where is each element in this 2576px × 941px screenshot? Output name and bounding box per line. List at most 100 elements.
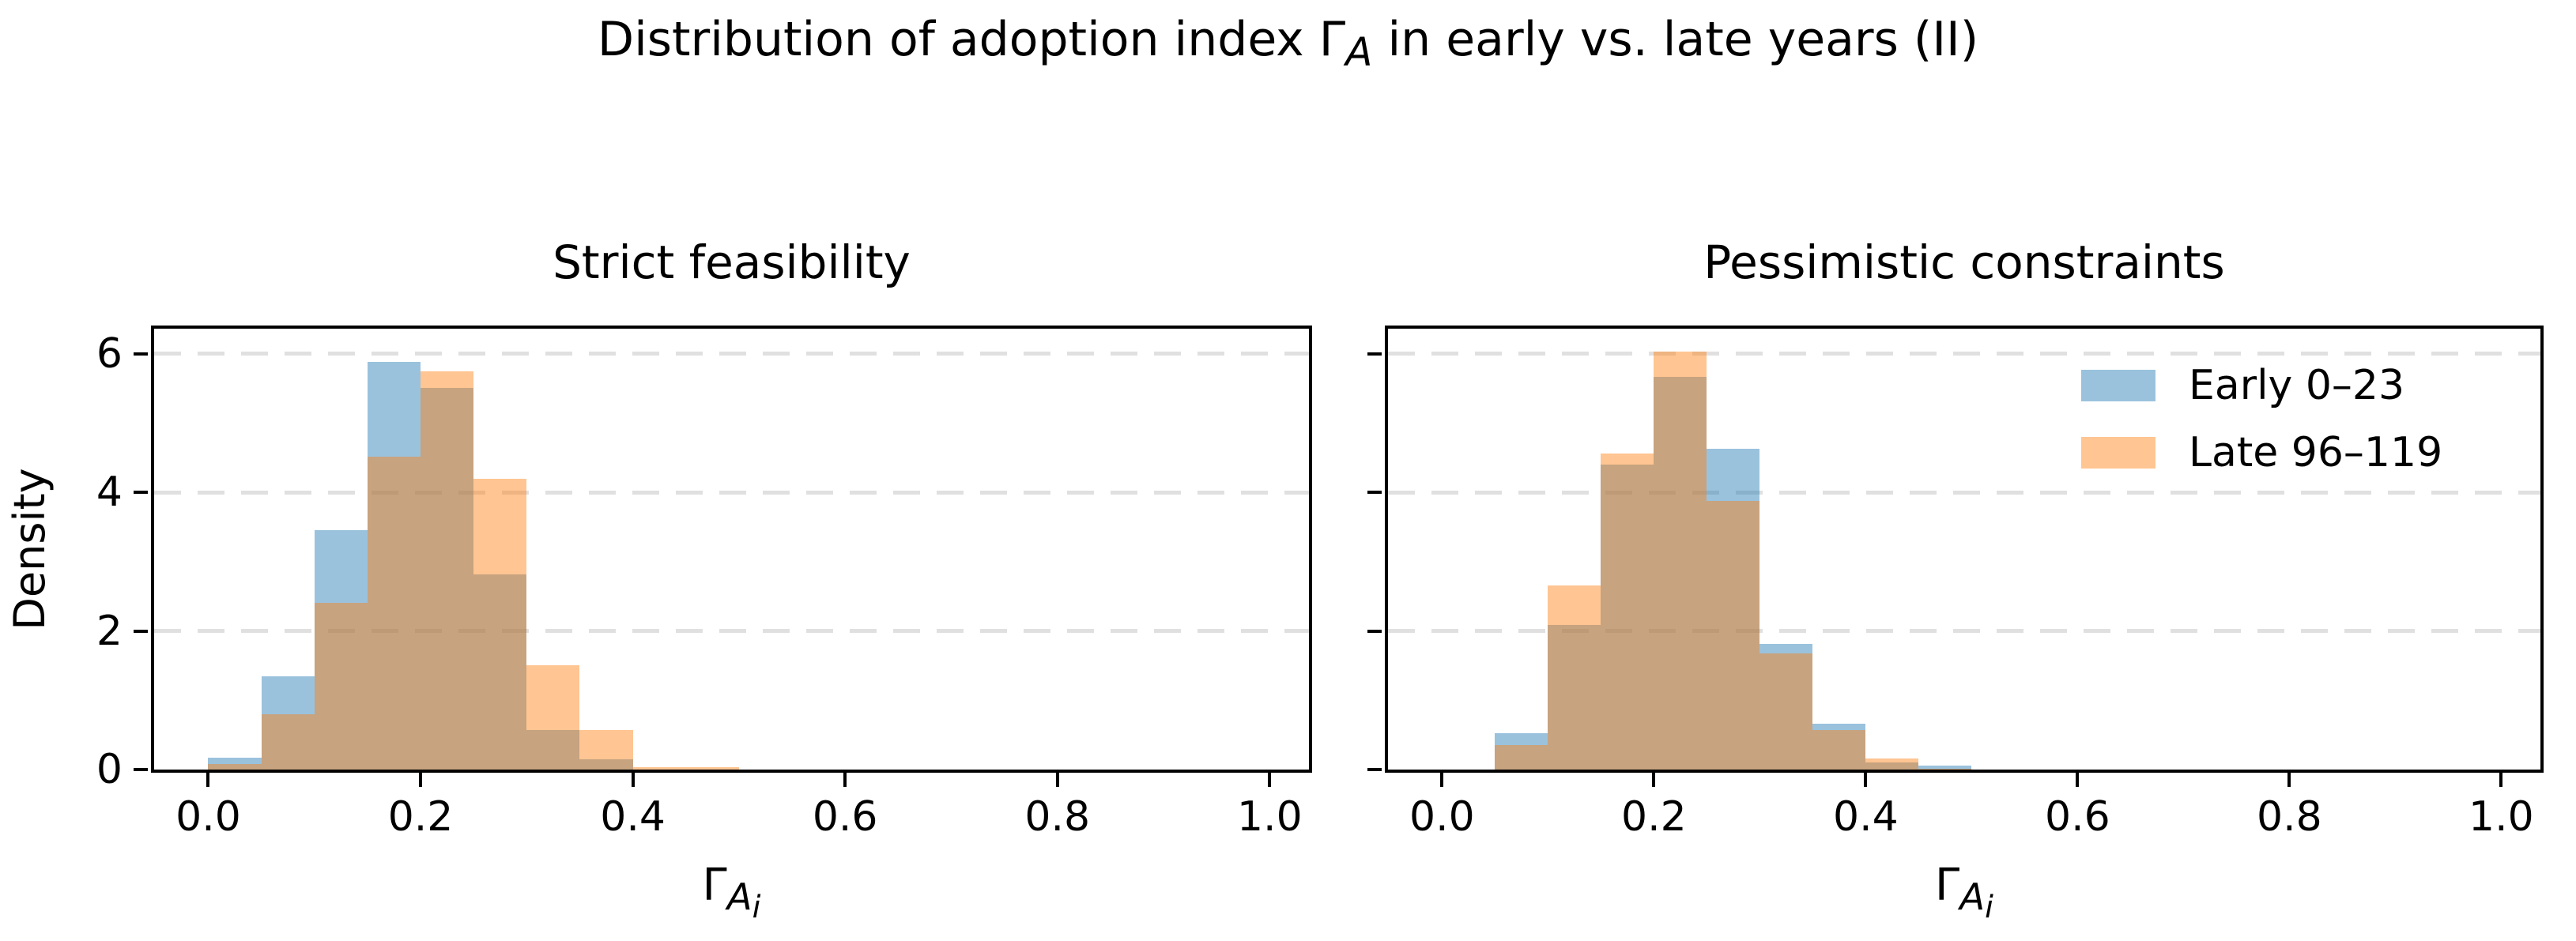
bar-late-bin1 <box>261 713 315 770</box>
bar-early-bin2 <box>1548 624 1601 770</box>
x-tick-label-0.0: 0.0 <box>175 793 241 841</box>
bar-early-bin6 <box>526 730 580 770</box>
x-label-gamma: Γ <box>702 860 727 911</box>
x-tick-label-0.2: 0.2 <box>1620 793 1687 841</box>
y-tick-label-6: 6 <box>96 329 123 378</box>
y-tick-6 <box>134 352 148 356</box>
y-tick-0 <box>134 768 148 771</box>
y-tick-2 <box>1367 629 1382 633</box>
bar-late-bin5 <box>473 478 527 770</box>
bar-late-bin8 <box>632 766 686 770</box>
bar-late-bin7 <box>579 730 633 770</box>
bar-early-bin2 <box>314 530 368 770</box>
x-tick-1.0 <box>1268 773 1272 787</box>
x-tick-label-1.0: 1.0 <box>2469 793 2534 841</box>
x-label-sub-A: A <box>1959 876 1986 920</box>
x-tick-0.2 <box>419 773 423 787</box>
bar-late-bin1 <box>1495 745 1548 770</box>
bar-late-bin6 <box>526 664 580 770</box>
y-tick-label-0: 0 <box>96 746 123 793</box>
x-tick-label-1.0: 1.0 <box>1236 793 1303 841</box>
x-tick-label-0.4: 0.4 <box>1833 793 1899 841</box>
x-tick-label-0.6: 0.6 <box>812 793 878 841</box>
x-tick-0.8 <box>1055 773 1059 787</box>
legend-label-early: Early 0–23 <box>2189 362 2405 409</box>
bar-early-bin1 <box>1495 733 1548 770</box>
y-tick-label-2: 2 <box>96 607 123 655</box>
x-tick-label-0.4: 0.4 <box>600 793 666 841</box>
x-tick-1.0 <box>2499 773 2503 787</box>
x-tick-0.4 <box>1864 773 1868 787</box>
bar-late-bin9 <box>1918 769 1972 770</box>
x-tick-label-0.8: 0.8 <box>2257 793 2322 841</box>
figure-title-post: in early vs. late years (II) <box>1372 12 1979 67</box>
bar-early-bin8 <box>1865 762 1919 770</box>
legend-swatch-late <box>2081 437 2155 469</box>
bar-late-bin2 <box>314 603 368 770</box>
gridline-y2 <box>154 629 1309 634</box>
x-label-subsub-i: i <box>752 890 761 926</box>
x-label-subsub-i: i <box>1985 890 1993 926</box>
gridline-y4 <box>154 490 1309 495</box>
y-tick-4 <box>134 491 148 495</box>
x-label-sub-A: A <box>726 876 752 920</box>
y-tick-4 <box>1367 491 1382 495</box>
x-label-gamma: Γ <box>1935 860 1960 911</box>
x-tick-0.6 <box>2076 773 2080 787</box>
bar-early-bin5 <box>473 574 527 770</box>
legend-item-early: Early 0–23 <box>2081 365 2404 406</box>
bar-early-bin3 <box>367 362 421 770</box>
x-tick-0.6 <box>843 773 847 787</box>
bar-early-bin4 <box>421 387 474 770</box>
bar-late-bin4 <box>421 371 474 770</box>
bar-early-bin0 <box>208 758 262 770</box>
bar-early-bin1 <box>261 676 315 770</box>
subplot-title-pessimistic-constraints: Pessimistic constraints <box>1703 235 2225 289</box>
x-tick-label-0.6: 0.6 <box>2045 793 2110 841</box>
figure-title-pre: Distribution of adoption index <box>597 12 1319 67</box>
bar-early-bin9 <box>1918 765 1972 770</box>
bar-early-bin5 <box>1707 448 1760 770</box>
bar-late-bin3 <box>1601 453 1654 770</box>
bar-late-bin9 <box>685 766 739 770</box>
x-tick-label-0.8: 0.8 <box>1024 793 1091 841</box>
gridline-y6 <box>154 352 1309 356</box>
x-axis-label-right: ΓAi <box>1385 858 2544 929</box>
bar-late-bin6 <box>1759 653 1813 770</box>
gridline-y4 <box>1388 490 2540 495</box>
y-tick-label-4: 4 <box>96 469 123 517</box>
subplot-title-strict-feasibility: Strict feasibility <box>553 235 911 289</box>
gridline-y2 <box>1388 629 2540 634</box>
bar-late-bin7 <box>1812 730 1866 770</box>
plot-area-pessimistic-constraints: Early 0–23 Late 96–119 0.0 0.2 0.4 0.6 0.8 1.… <box>1367 326 2544 837</box>
x-tick-0.2 <box>1652 773 1656 787</box>
y-tick-0 <box>1367 768 1382 771</box>
bar-late-bin8 <box>1865 758 1919 770</box>
bar-late-bin5 <box>1707 501 1760 770</box>
gamma-symbol: Γ <box>1318 12 1346 67</box>
plot-area-strict-feasibility: 0.0 0.2 0.4 0.6 0.8 1.0 0 2 4 6 <box>96 326 1312 837</box>
figure-title: Distribution of adoption index ΓA in ear… <box>0 13 2576 76</box>
bar-late-bin0 <box>208 763 262 770</box>
gridline-y6 <box>1388 352 2540 356</box>
x-tick-0.0 <box>206 773 210 787</box>
legend-swatch-early <box>2081 370 2155 401</box>
bar-early-bin4 <box>1654 376 1707 770</box>
bar-late-bin3 <box>367 457 421 770</box>
legend-item-late: Late 96–119 <box>2081 432 2442 473</box>
y-tick-2 <box>134 629 148 633</box>
bar-early-bin3 <box>1601 464 1654 770</box>
bar-late-bin4 <box>1654 351 1707 770</box>
gamma-subscript: A <box>1345 29 1373 75</box>
bar-late-bin2 <box>1548 585 1601 770</box>
bar-early-bin7 <box>1812 724 1866 770</box>
legend-label-late: Late 96–119 <box>2189 429 2443 476</box>
x-tick-0.0 <box>1440 773 1444 787</box>
x-tick-label-0.2: 0.2 <box>387 793 454 841</box>
x-tick-0.8 <box>2287 773 2291 787</box>
bar-early-bin6 <box>1759 644 1813 770</box>
x-tick-0.4 <box>631 773 635 787</box>
bar-early-bin7 <box>579 758 633 770</box>
y-tick-6 <box>1367 352 1382 356</box>
